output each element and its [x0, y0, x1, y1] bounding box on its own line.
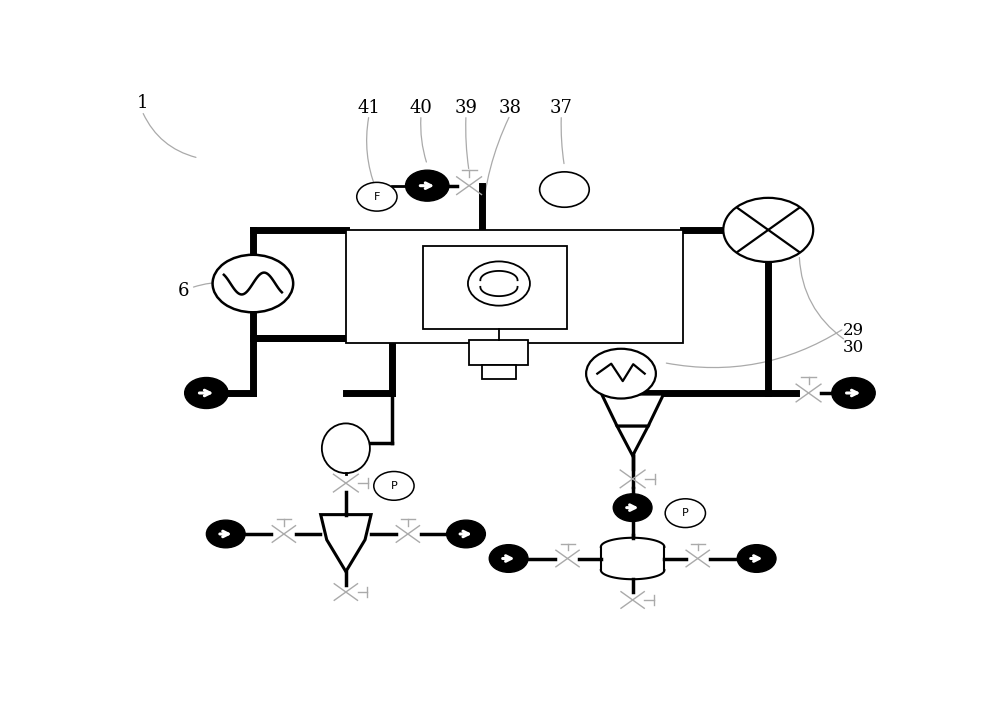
Polygon shape — [602, 394, 664, 426]
Circle shape — [447, 520, 485, 548]
Circle shape — [723, 198, 813, 262]
Circle shape — [613, 494, 652, 521]
Ellipse shape — [322, 424, 370, 473]
Circle shape — [489, 545, 528, 572]
Circle shape — [468, 261, 530, 306]
Circle shape — [737, 545, 776, 572]
Text: 37: 37 — [550, 99, 573, 117]
Bar — [469, 340, 528, 365]
Polygon shape — [321, 515, 371, 572]
Circle shape — [665, 499, 705, 528]
Text: 39: 39 — [454, 99, 478, 117]
Bar — [423, 246, 567, 330]
Text: F: F — [374, 192, 380, 202]
Circle shape — [374, 472, 414, 500]
Circle shape — [406, 170, 449, 201]
Text: 6: 6 — [177, 281, 189, 299]
Circle shape — [357, 182, 397, 211]
Text: 38: 38 — [499, 99, 522, 117]
Circle shape — [185, 378, 228, 409]
Bar — [482, 365, 516, 379]
Text: P: P — [682, 508, 689, 518]
Text: 40: 40 — [410, 99, 432, 117]
Circle shape — [540, 172, 589, 208]
Circle shape — [586, 349, 656, 398]
Text: 29: 29 — [843, 322, 864, 339]
Circle shape — [213, 255, 293, 312]
Text: 1: 1 — [136, 94, 148, 112]
Text: P: P — [391, 481, 397, 491]
Polygon shape — [617, 426, 648, 456]
Bar — [346, 230, 683, 343]
Text: 41: 41 — [358, 99, 381, 117]
Circle shape — [832, 378, 875, 409]
Text: 30: 30 — [843, 339, 864, 355]
Circle shape — [206, 520, 245, 548]
